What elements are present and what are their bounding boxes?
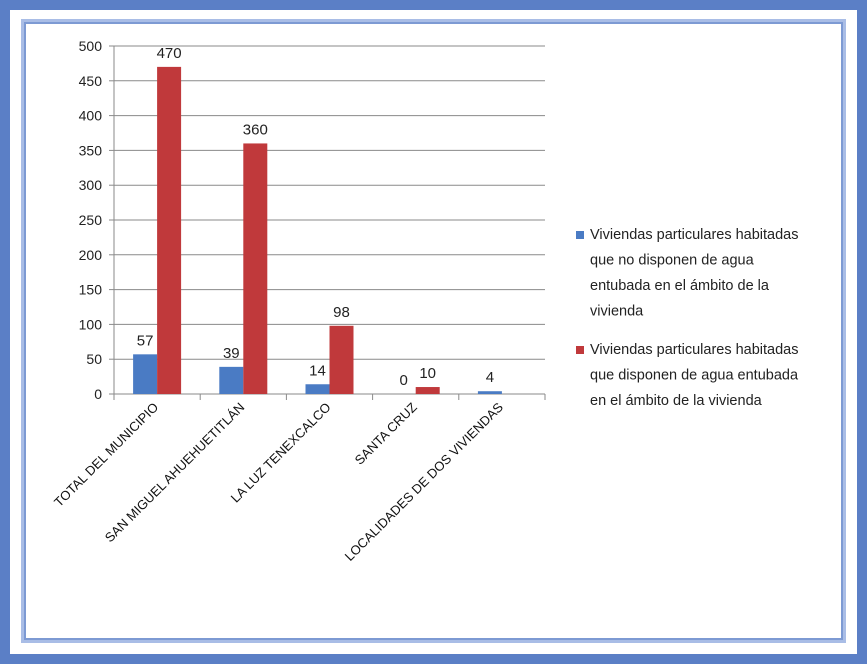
y-tick-label: 350 [79, 142, 103, 158]
bars [133, 66, 502, 394]
data-label: 360 [243, 121, 268, 138]
legend-swatch [576, 346, 584, 354]
y-tick-label: 300 [79, 177, 103, 193]
legend: Viviendas particulares habitadas que no d… [576, 227, 799, 409]
data-label: 0 [400, 372, 408, 389]
bar [329, 325, 354, 394]
y-tick-label: 100 [79, 316, 103, 332]
y-tick-label: 50 [86, 351, 102, 367]
y-tick-label: 200 [79, 247, 103, 263]
legend-line: que no disponen de agua [590, 253, 755, 269]
bar [477, 391, 502, 394]
data-labels: 57 470 39 360 14 98 0 10 4 [137, 45, 494, 389]
bar [415, 387, 440, 394]
y-tick-label: 450 [79, 73, 103, 89]
legend-line: entubada en el ámbito de la [590, 278, 770, 294]
legend-line: Viviendas particulares habitadas [590, 342, 799, 358]
category-label: LA LUZ TENEXCALCO [228, 400, 334, 506]
bar [305, 384, 330, 394]
data-label: 98 [333, 304, 350, 321]
legend-label: Viviendas particulares habitadas que disp… [590, 342, 799, 409]
bar [243, 143, 268, 394]
legend-line: que disponen de agua entubada [590, 368, 799, 384]
y-tick-label: 150 [79, 282, 103, 298]
legend-line: vivienda [590, 304, 644, 320]
category-label: SANTA CRUZ [352, 399, 420, 467]
y-tick-label: 500 [79, 38, 103, 54]
category-label: LOCALIDADES DE DOS VIVIENDAS [342, 399, 507, 564]
y-tick-label: 400 [79, 108, 103, 124]
legend-line: Viviendas particulares habitadas [590, 227, 799, 243]
data-label: 4 [486, 369, 494, 386]
bar [219, 366, 244, 394]
bar [133, 354, 158, 394]
data-label: 10 [419, 365, 436, 382]
legend-swatch [576, 231, 584, 239]
category-label: SAN MIGUEL AHUEHUETITLÁN [102, 400, 248, 546]
gridlines [114, 45, 545, 360]
legend-line: en el ámbito de la vivienda [590, 393, 763, 409]
y-tick-label: 250 [79, 212, 103, 228]
data-label: 39 [223, 345, 240, 362]
data-label: 14 [309, 362, 326, 379]
legend-label: Viviendas particulares habitadas que no d… [590, 227, 799, 320]
data-label: 470 [157, 45, 182, 62]
y-tick-label: 0 [94, 386, 102, 402]
bar [157, 66, 182, 394]
data-label: 57 [137, 332, 154, 349]
